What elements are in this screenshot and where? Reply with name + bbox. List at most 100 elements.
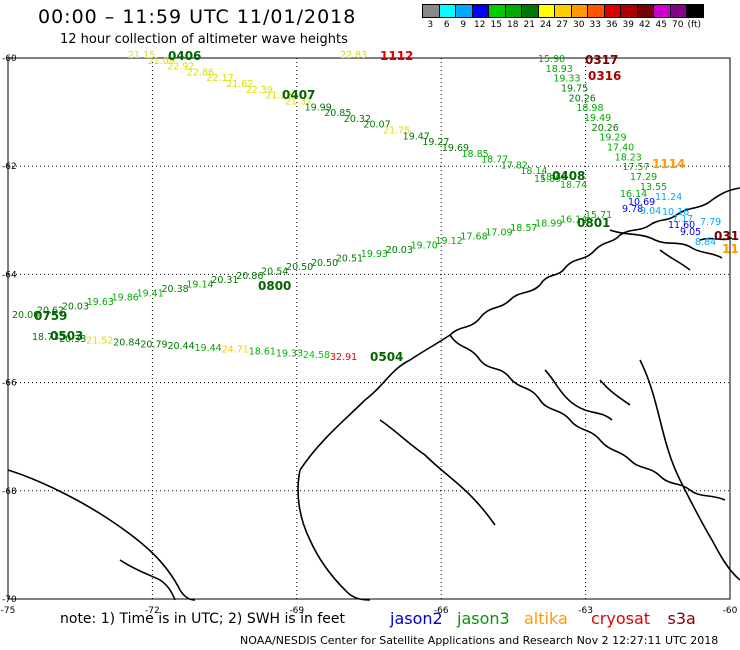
wave-height-value: 18.73	[32, 332, 59, 343]
wave-height-value: 20.86	[236, 271, 263, 282]
wave-height-value: 20.32	[344, 114, 371, 125]
wave-height-value: 21.62	[226, 79, 253, 90]
pass-time-label: 1114	[652, 157, 685, 171]
wave-height-value: 15.89	[534, 174, 561, 185]
color-legend-labels: 3 6 9 12 15 18 21 24 27 30 33 36 39 42 45 70 (ft)	[422, 20, 703, 30]
wave-height-value: 7.17	[672, 214, 693, 225]
wave-height-value: 10.16	[662, 207, 689, 218]
wave-height-readings: 21.1521.0922.9222.8622.1721.6222.3921.26…	[12, 50, 721, 363]
wave-height-value: 8.84	[695, 237, 716, 248]
wave-height-value: 19.47	[403, 131, 430, 142]
wave-height-value: 17.57	[622, 162, 649, 173]
satellite-cryosat: cryosat	[591, 609, 651, 628]
wave-height-value: 17.29	[630, 172, 657, 183]
legend-label: 36	[606, 20, 618, 30]
wave-height-value: 20.06	[12, 310, 39, 321]
wave-height-value: 19.93	[361, 249, 388, 260]
legend-label: 45	[655, 20, 667, 30]
legend-label: 12	[474, 20, 486, 30]
wave-height-value: 20.54	[261, 267, 288, 278]
wave-height-value: 20.38	[161, 284, 188, 295]
wave-height-value: 17.68	[460, 232, 487, 243]
wave-height-value: 19.12	[436, 236, 463, 247]
wave-height-value: 20.62	[37, 306, 64, 317]
wave-height-value: 15.90	[538, 54, 565, 65]
axis-labels: -75 -72 -69 -66 -63 -60 -60 -62 -64 -66 -68 -70	[1, 54, 738, 616]
wave-height-value: 19.33	[553, 74, 580, 85]
wave-height-value: 18.57	[510, 223, 537, 234]
legend-label: 70	[672, 20, 684, 30]
wave-height-value: 19.75	[561, 84, 588, 95]
wave-height-value: 18.77	[481, 155, 508, 166]
wave-height-value: 21.37	[285, 96, 312, 107]
legend-label: 39	[622, 20, 634, 30]
graticule	[8, 58, 730, 599]
wave-height-value: 11.60	[668, 220, 695, 231]
pass-time-label: 0800	[258, 279, 291, 293]
wave-height-value: 19.69	[442, 143, 469, 154]
wave-height-value: 24.58	[303, 350, 330, 361]
wave-height-value: 19.41	[137, 288, 164, 299]
wave-height-value: 18.76	[540, 172, 567, 183]
map-frame	[7, 57, 731, 600]
wave-height-value: 21.09	[148, 56, 175, 67]
wave-height-value: 21.15	[128, 50, 155, 61]
wave-height-value: 20.07	[363, 120, 390, 131]
wave-height-value: 20.79	[140, 339, 167, 350]
wave-height-value: 18.85	[462, 149, 489, 160]
wave-height-value: 20.84	[113, 337, 140, 348]
wave-height-value: 22.39	[246, 85, 273, 96]
wave-height-value: 9.78	[622, 204, 643, 215]
wave-height-value: 21.52	[86, 336, 113, 347]
wave-height-value: 10.69	[628, 197, 655, 208]
wave-height-value: 9.05	[680, 227, 701, 238]
wave-height-value: 7.79	[700, 217, 721, 228]
lat-tick-label: -70	[2, 595, 17, 605]
page-title: 00:00 – 11:59 UTC 11/01/2018	[38, 6, 357, 28]
wave-height-value: 17.40	[607, 143, 634, 154]
coastline	[7, 187, 740, 601]
wave-height-value: 16.14	[620, 189, 647, 200]
lon-tick-label: -60	[723, 606, 738, 616]
wave-height-value: 32.91	[330, 352, 357, 363]
wave-height-value: 20.26	[592, 123, 619, 134]
legend-label: 27	[556, 20, 568, 30]
wave-height-value: 20.85	[324, 108, 351, 119]
wave-height-value: 19.86	[112, 293, 139, 304]
wave-height-value: 22.17	[206, 73, 233, 84]
wave-height-value: 18.61	[249, 347, 276, 358]
page-subtitle: 12 hour collection of altimeter wave hei…	[60, 32, 348, 47]
lon-tick-label: -66	[434, 606, 449, 616]
legend-label: 18	[507, 20, 519, 30]
pass-time-labels: 0406 0407 0408 1112 0317 0316 1114 0801 0800 0759…	[34, 49, 740, 364]
wave-height-value: 16.14	[560, 214, 587, 225]
lat-tick-label: -62	[2, 162, 17, 172]
wave-height-value: 20.50	[286, 262, 313, 273]
pass-time-label: 11	[722, 242, 739, 256]
wave-height-value: 13.55	[640, 182, 667, 193]
wave-height-value: 18.74	[560, 180, 587, 191]
lon-tick-label: -75	[1, 606, 16, 616]
pass-time-label: 0407	[282, 88, 315, 102]
wave-height-value: 20.33	[59, 334, 86, 345]
legend-label: 30	[573, 20, 585, 30]
wave-height-value: 17.82	[501, 160, 528, 171]
wave-height-value: 20.44	[167, 341, 194, 352]
legend-label: 21	[523, 20, 535, 30]
satellite-jason3: jason3	[457, 609, 510, 628]
wave-height-value: 19.44	[195, 343, 222, 354]
satellite-s3a: s3a	[667, 609, 696, 628]
wave-height-value: 19.99	[305, 102, 332, 113]
pass-time-label: 0801	[577, 216, 610, 230]
satellite-jason2: jason2	[390, 609, 443, 628]
wave-height-value: 19.49	[584, 113, 611, 124]
pass-time-label: 0317	[585, 53, 618, 67]
wave-height-value: 18.93	[546, 64, 573, 75]
credit-line: NOAA/NESDIS Center for Satellite Applica…	[240, 634, 719, 647]
pass-time-label: 0317	[714, 229, 740, 243]
wave-height-value: 20.03	[386, 245, 413, 256]
satellite-altika: altika	[524, 609, 568, 628]
wave-height-value: 19.33	[276, 348, 303, 359]
wave-height-value: 20.31	[211, 275, 238, 286]
